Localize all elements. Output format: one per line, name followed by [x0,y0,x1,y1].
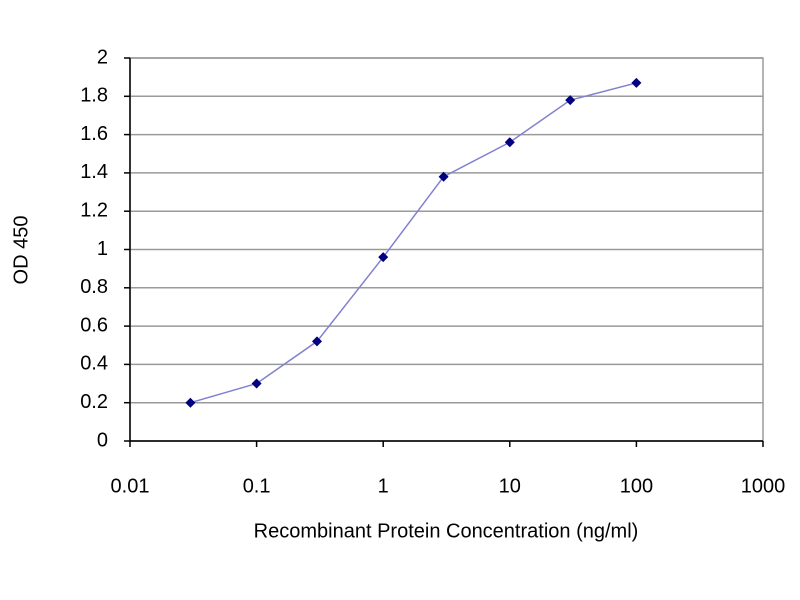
data-point [565,95,576,106]
x-tick-label: 1 [378,475,389,497]
data-point [185,397,196,408]
y-tick-label: 1.4 [80,161,108,183]
series-line [190,82,637,404]
y-tick-label: 0.8 [80,276,108,298]
y-tick-label: 0.6 [80,314,108,336]
data-point [378,252,389,263]
data-point [438,171,449,182]
data-point [251,378,262,389]
x-tick-label: 10 [499,475,521,497]
y-tick-label: 1.8 [80,85,108,107]
y-axis-label: OD 450 [10,216,32,285]
x-tick-label: 0.01 [111,475,150,497]
y-tick-label: 0.2 [80,391,108,413]
y-tick-label: 0.4 [80,353,108,375]
x-tick-label: 100 [620,475,653,497]
y-tick-label: 1 [97,238,108,260]
x-tick-label: 1000 [741,475,786,497]
data-point [631,77,642,88]
data-point [312,336,323,347]
x-axis-label: Recombinant Protein Concentration (ng/ml… [254,520,639,542]
x-tick-label: 0.1 [243,475,271,497]
y-tick-label: 2 [97,46,108,68]
y-tick-label: 1.6 [80,123,108,145]
data-point [504,137,515,148]
y-tick-label: 0 [97,429,108,451]
y-tick-label: 1.2 [80,199,108,221]
